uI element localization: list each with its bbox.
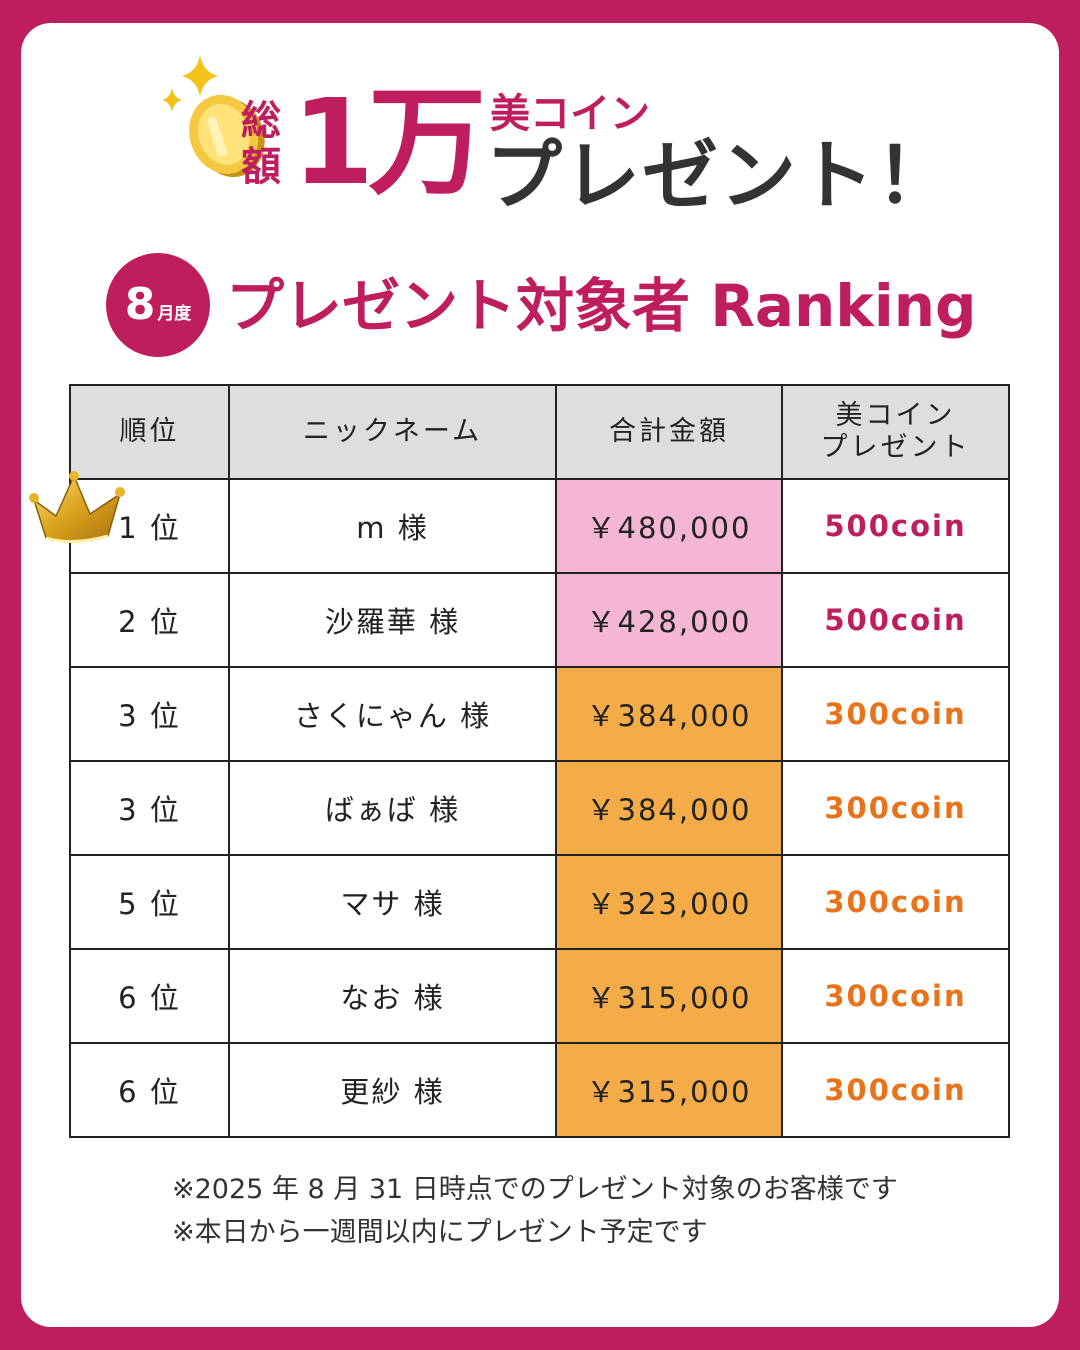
total-amount: 1万 <box>292 73 486 211</box>
total-label-char: 額 <box>241 144 281 190</box>
nickname-cell: m 様 <box>228 478 557 574</box>
coin-cell: 300coin <box>781 854 1010 950</box>
amount-cell: ￥428,000 <box>555 572 783 668</box>
nickname-cell: さくにゃん 様 <box>228 666 557 762</box>
total-label: 総 額 <box>236 98 286 190</box>
nickname-cell: マサ 様 <box>228 854 557 950</box>
header-nickname: ニックネーム <box>228 384 557 480</box>
sparkle-icon <box>162 88 182 112</box>
amount-cell: ￥384,000 <box>555 666 783 762</box>
ranking-title: プレゼント対象者 Ranking <box>226 272 977 340</box>
month-badge: 8 月度 <box>106 253 210 357</box>
table-header-row: 順位 ニックネーム 合計金額 美コイン プレゼント <box>69 384 1010 480</box>
gold-coin-icon <box>162 55 265 178</box>
header-rank: 順位 <box>69 384 230 480</box>
table-row: 6 位更紗 様 ￥315,000 300coin <box>69 1042 1010 1138</box>
coin-cell: 300coin <box>781 760 1010 856</box>
rank-cell: 6 位 <box>69 1042 230 1138</box>
table-row: 6 位なお 様 ￥315,000 300coin <box>69 948 1010 1044</box>
month-suffix: 月度 <box>157 304 192 324</box>
amount-cell: ￥384,000 <box>555 760 783 856</box>
table-row: 3 位ばぁば 様 ￥384,000 300coin <box>69 760 1010 856</box>
amount-cell: ￥323,000 <box>555 854 783 950</box>
header-coin-present: 美コイン プレゼント <box>781 384 1010 480</box>
nickname-cell: 沙羅華 様 <box>228 572 557 668</box>
header-coin-line2: プレゼント <box>820 432 971 463</box>
header-total: 合計金額 <box>555 384 783 480</box>
footnote: ※本日から一週間以内にプレゼント予定です <box>172 1217 708 1248</box>
nickname-cell: なお 様 <box>228 948 557 1044</box>
rank-cell: 5 位 <box>69 854 230 950</box>
amount-cell: ￥480,000 <box>555 478 783 574</box>
coin-cell: 500coin <box>781 572 1010 668</box>
rank-cell: 3 位 <box>69 760 230 856</box>
coin-cell: 500coin <box>781 478 1010 574</box>
coin-cell: 300coin <box>781 948 1010 1044</box>
table-row: 5 位マサ 様 ￥323,000 300coin <box>69 854 1010 950</box>
rank-cell: 6 位 <box>69 948 230 1044</box>
crown-icon <box>29 471 125 543</box>
footnotes: ※2025 年 8 月 31 日時点でのプレゼント対象のお客様です ※本日から一… <box>172 1168 898 1254</box>
coin-label: 美コイン <box>490 91 650 137</box>
rank-cell: 3 位 <box>69 666 230 762</box>
present-headline: プレゼント！ <box>486 131 954 220</box>
coin-cell: 300coin <box>781 1042 1010 1138</box>
month-number: 8 <box>124 279 156 330</box>
table-row: 3 位さくにゃん 様 ￥384,000 300coin <box>69 666 1010 762</box>
footnote: ※2025 年 8 月 31 日時点でのプレゼント対象のお客様です <box>172 1174 898 1205</box>
total-label-char: 総 <box>241 98 281 144</box>
table-row: 2 位沙羅華 様 ￥428,000 500coin <box>69 572 1010 668</box>
amount-cell: ￥315,000 <box>555 948 783 1044</box>
header-coin-line1: 美コイン <box>835 400 956 431</box>
nickname-cell: 更紗 様 <box>228 1042 557 1138</box>
sparkle-icon <box>182 55 218 97</box>
coin-cell: 300coin <box>781 666 1010 762</box>
nickname-cell: ばぁば 様 <box>228 760 557 856</box>
rank-cell: 2 位 <box>69 572 230 668</box>
rank-cell: 1 位 <box>69 478 230 574</box>
amount-cell: ￥315,000 <box>555 1042 783 1138</box>
